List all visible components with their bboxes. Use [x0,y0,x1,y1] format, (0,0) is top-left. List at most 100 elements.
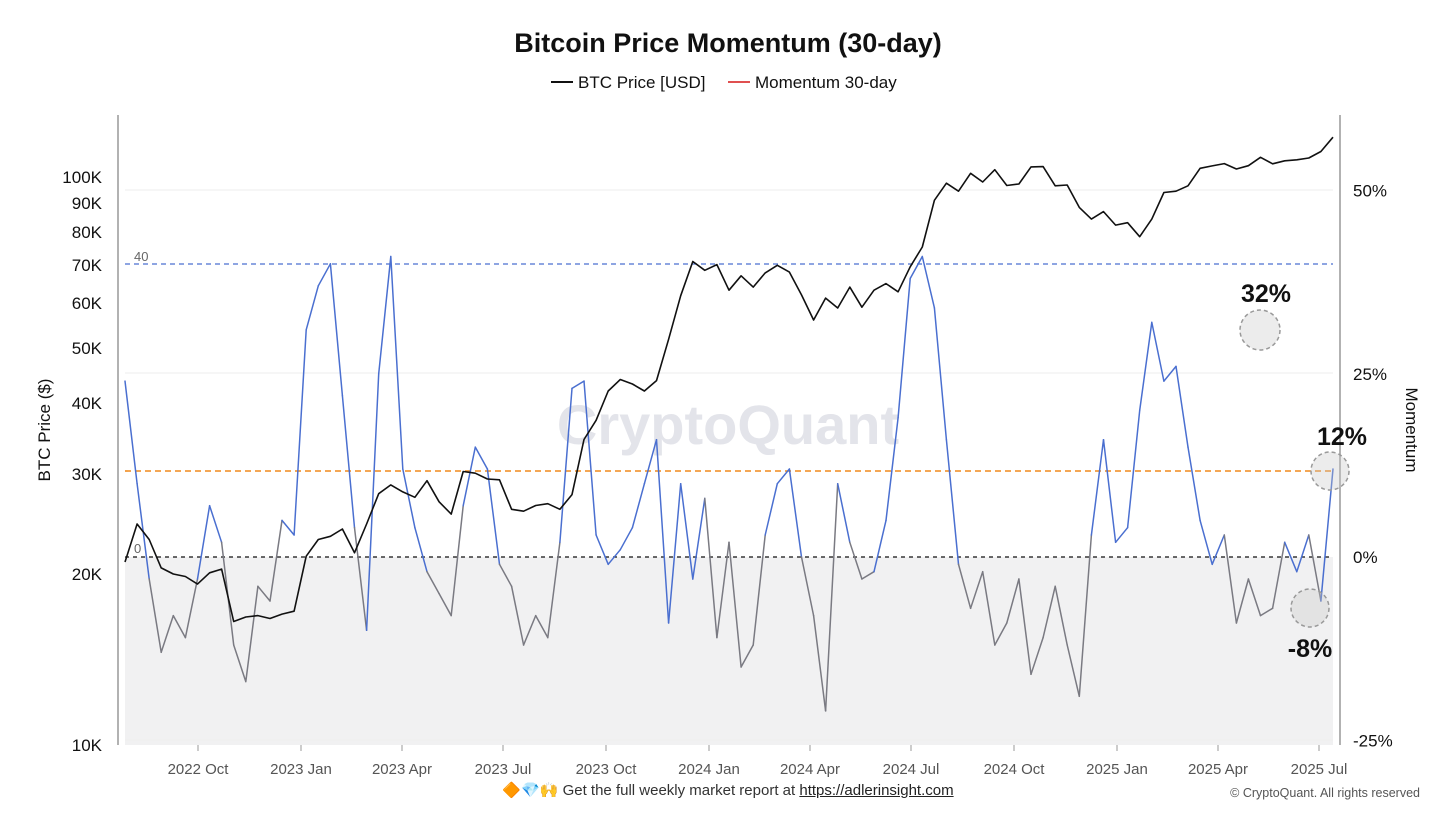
momentum-segment [353,526,368,632]
momentum-segment [160,614,175,654]
momentum-segment [776,468,791,485]
momentum-segment [1283,541,1298,573]
momentum-segment [1126,409,1141,529]
momentum-segment [1042,585,1056,639]
momentum-segment [692,497,706,580]
momentum-segment [994,622,1008,646]
annotation-12: 12% [1317,423,1367,451]
momentum-segment [426,570,440,595]
momentum-segment [571,380,585,390]
momentum-segment [1187,446,1201,522]
momentum-segment [824,482,839,712]
left-axis-title: BTC Price ($) [35,379,54,482]
momentum-segment [921,255,936,309]
left-tick-label: 90K [72,194,103,213]
momentum-segment [740,644,754,668]
momentum-segment [945,438,960,566]
ref-label-40: 40 [134,249,148,264]
left-tick-label: 80K [72,223,103,242]
left-axis-ticks: 10K 20K 30K 40K 50K 60K 70K 80K 90K 100K [62,168,102,755]
x-tick-label: 2024 Apr [780,761,840,778]
footer-text: Get the full weekly market report at [562,782,796,799]
watermark: CryptoQuant [557,393,899,456]
momentum-segment [764,482,779,536]
momentum-segment [643,438,658,485]
momentum-segment [1006,578,1020,624]
momentum-segment [885,416,899,522]
ref-label-0: 0 [134,541,141,556]
momentum-segment [679,482,694,580]
annotation-circle-12 [1310,451,1350,491]
momentum-segment [788,468,803,558]
annotation-32: 32% [1241,280,1291,308]
momentum-segment [559,387,573,544]
momentum-segment [849,541,863,580]
momentum-segment [245,585,259,683]
momentum-segment [124,380,138,485]
momentum-segment [522,614,537,646]
left-tick-label: 20K [72,565,103,584]
momentum-segment [305,285,320,331]
momentum-segment [1163,365,1177,382]
momentum-segment [1223,534,1238,624]
left-tick-label: 100K [62,168,102,187]
annotation-circle-32 [1239,309,1281,351]
momentum-segment [800,556,815,617]
legend-label-price[interactable]: BTC Price [USD] [578,73,706,92]
momentum-segment [607,548,622,566]
momentum-segment [969,570,984,610]
momentum-segment [1054,585,1068,646]
momentum-segment [281,519,295,536]
momentum-segment [1271,541,1286,610]
left-tick-label: 60K [72,294,103,313]
momentum-segment [438,592,452,617]
momentum-segment [631,482,646,529]
momentum-segment [148,578,162,654]
left-tick-label: 10K [72,736,103,755]
momentum-segment [1175,365,1189,448]
x-tick-label: 2024 Jan [678,761,740,778]
momentum-segment [873,519,887,573]
momentum-segment [655,438,670,624]
momentum-segment [208,504,223,544]
footer-link[interactable]: https://adlerinsight.com [799,782,954,799]
left-tick-label: 40K [72,394,103,413]
x-tick-label: 2023 Jul [475,761,532,778]
momentum-segment [341,394,356,529]
momentum-segment [1259,607,1274,617]
btc-price-line [124,136,1334,623]
annotation-circle-minus8 [1290,588,1330,628]
momentum-segment [1151,321,1165,382]
x-tick-label: 2022 Oct [168,761,230,778]
momentum-segment [1102,438,1117,544]
momentum-segment [450,504,464,617]
momentum-segment [1308,534,1322,602]
momentum-segment [595,534,609,566]
right-tick-label: 0% [1353,548,1378,567]
x-tick-label: 2025 Jul [1291,761,1348,778]
negative-momentum-zone [125,557,1333,745]
chart-title: Bitcoin Price Momentum (30-day) [514,28,942,58]
momentum-segment [1199,519,1213,566]
momentum-segment [667,482,682,624]
momentum-segment [534,614,549,639]
right-tick-label: 50% [1353,182,1387,201]
momentum-segment [547,541,561,639]
legend-label-momentum[interactable]: Momentum 30-day [755,73,897,92]
momentum-segment [1114,526,1129,544]
momentum-segment [836,482,851,544]
momentum-segment [933,307,948,441]
right-tick-label: -25% [1353,731,1393,750]
momentum-segment [704,497,718,639]
copyright: © CryptoQuant. All rights reserved [1230,786,1420,800]
momentum-segment [172,614,187,639]
momentum-segment [232,644,247,683]
gridlines [125,189,1333,741]
right-axis-ticks: 50% 25% 0% -25% [1353,182,1393,751]
momentum-segment [957,563,972,610]
momentum-segment [1066,644,1081,698]
momentum-segment [365,373,380,632]
footer-emoji: 🔶💎🙌 [502,782,559,799]
momentum-segment [716,541,730,639]
